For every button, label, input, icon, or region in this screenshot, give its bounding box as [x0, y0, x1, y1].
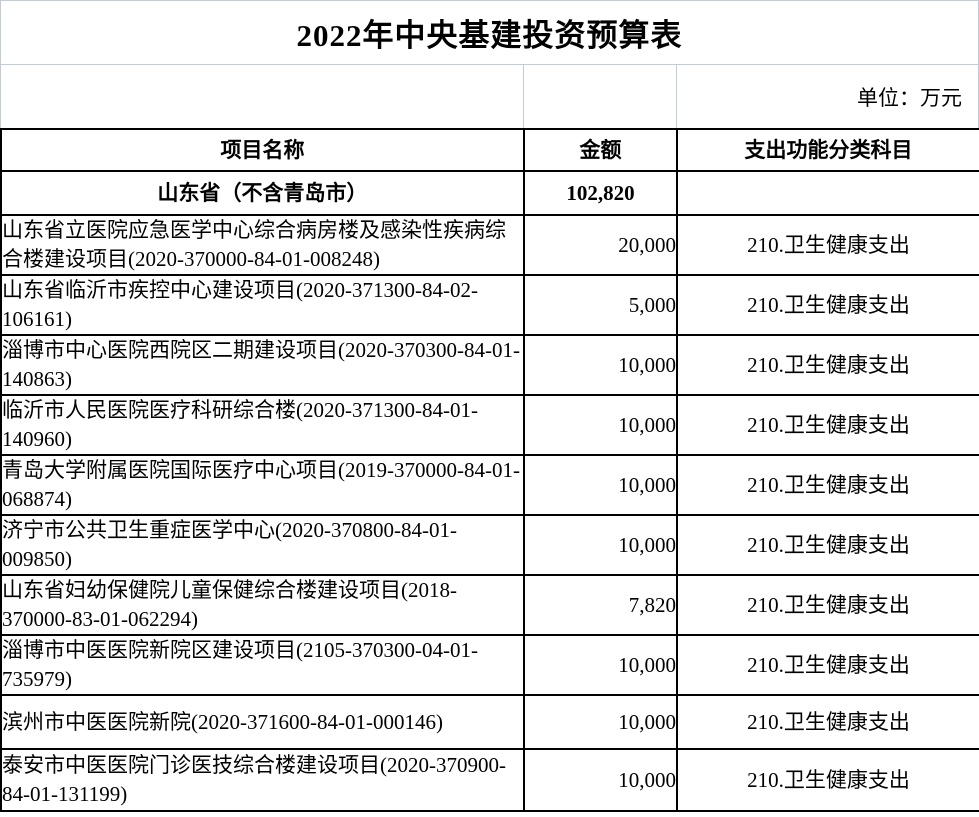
project-name-cell: 山东省临沂市疾控中心建设项目(2020-371300-84-02-106161): [0, 274, 525, 336]
amount-cell: 7,820: [523, 574, 678, 636]
amount-cell: 10,000: [523, 634, 678, 696]
project-name-cell: 淄博市中医医院新院区建设项目(2105-370300-04-01-735979): [0, 634, 525, 696]
table-row: 山东省立医院应急医学中心综合病房楼及感染性疾病综合楼建设项目(2020-3700…: [0, 214, 979, 276]
category-cell: 210.卫生健康支出: [676, 394, 979, 456]
amount-cell: 5,000: [523, 274, 678, 336]
amount-cell: 10,000: [523, 514, 678, 576]
amount-cell: 10,000: [523, 394, 678, 456]
header-amount: 金额: [523, 128, 678, 172]
category-cell: [676, 170, 979, 216]
project-name-cell: 淄博市中心医院西院区二期建设项目(2020-370300-84-01-14086…: [0, 334, 525, 396]
amount-cell: 10,000: [523, 748, 678, 812]
amount-cell: 10,000: [523, 334, 678, 396]
project-name-cell: 泰安市中医医院门诊医技综合楼建设项目(2020-370900-84-01-131…: [0, 748, 525, 812]
project-name-cell: 滨州市中医医院新院(2020-371600-84-01-000146): [0, 694, 525, 750]
project-name-cell: 山东省立医院应急医学中心综合病房楼及感染性疾病综合楼建设项目(2020-3700…: [0, 214, 525, 276]
project-name-cell: 山东省（不含青岛市）: [0, 170, 525, 216]
table-row: 青岛大学附属医院国际医疗中心项目(2019-370000-84-01-06887…: [0, 454, 979, 516]
table-row: 山东省妇幼保健院儿童保健综合楼建设项目(2018-370000-83-01-06…: [0, 574, 979, 636]
header-category: 支出功能分类科目: [676, 128, 979, 172]
amount-cell: 20,000: [523, 214, 678, 276]
budget-table: 项目名称 金额 支出功能分类科目 山东省（不含青岛市） 102,820 山东省立…: [0, 128, 979, 812]
header-row: 项目名称 金额 支出功能分类科目: [0, 128, 979, 172]
table-row: 山东省临沂市疾控中心建设项目(2020-371300-84-02-106161)…: [0, 274, 979, 336]
project-name-cell: 济宁市公共卫生重症医学中心(2020-370800-84-01-009850): [0, 514, 525, 576]
table-row: 临沂市人民医院医疗科研综合楼(2020-371300-84-01-140960)…: [0, 394, 979, 456]
category-cell: 210.卫生健康支出: [676, 334, 979, 396]
amount-cell: 10,000: [523, 694, 678, 750]
gridline-vertical-2: [676, 65, 677, 128]
table-top-band: 2022年中央基建投资预算表 单位：万元: [0, 0, 979, 128]
page-title: 2022年中央基建投资预算表: [1, 1, 978, 65]
unit-note-row: 单位：万元: [1, 65, 978, 128]
gridline-vertical-1: [523, 65, 524, 128]
category-cell: 210.卫生健康支出: [676, 514, 979, 576]
category-cell: 210.卫生健康支出: [676, 694, 979, 750]
category-cell: 210.卫生健康支出: [676, 748, 979, 812]
table-row: 济宁市公共卫生重症医学中心(2020-370800-84-01-009850) …: [0, 514, 979, 576]
category-cell: 210.卫生健康支出: [676, 214, 979, 276]
amount-cell: 10,000: [523, 454, 678, 516]
table-row: 淄博市中心医院西院区二期建设项目(2020-370300-84-01-14086…: [0, 334, 979, 396]
category-cell: 210.卫生健康支出: [676, 274, 979, 336]
unit-note: 单位：万元: [857, 85, 962, 110]
table-row: 滨州市中医医院新院(2020-371600-84-01-000146) 10,0…: [0, 694, 979, 750]
category-cell: 210.卫生健康支出: [676, 574, 979, 636]
table-row: 泰安市中医医院门诊医技综合楼建设项目(2020-370900-84-01-131…: [0, 748, 979, 812]
project-name-cell: 临沂市人民医院医疗科研综合楼(2020-371300-84-01-140960): [0, 394, 525, 456]
project-name-cell: 山东省妇幼保健院儿童保健综合楼建设项目(2018-370000-83-01-06…: [0, 574, 525, 636]
amount-cell: 102,820: [523, 170, 678, 216]
category-cell: 210.卫生健康支出: [676, 454, 979, 516]
category-cell: 210.卫生健康支出: [676, 634, 979, 696]
header-project-name: 项目名称: [0, 128, 525, 172]
project-name-cell: 青岛大学附属医院国际医疗中心项目(2019-370000-84-01-06887…: [0, 454, 525, 516]
table-row: 淄博市中医医院新院区建设项目(2105-370300-04-01-735979)…: [0, 634, 979, 696]
table-row-province-total: 山东省（不含青岛市） 102,820: [0, 170, 979, 216]
